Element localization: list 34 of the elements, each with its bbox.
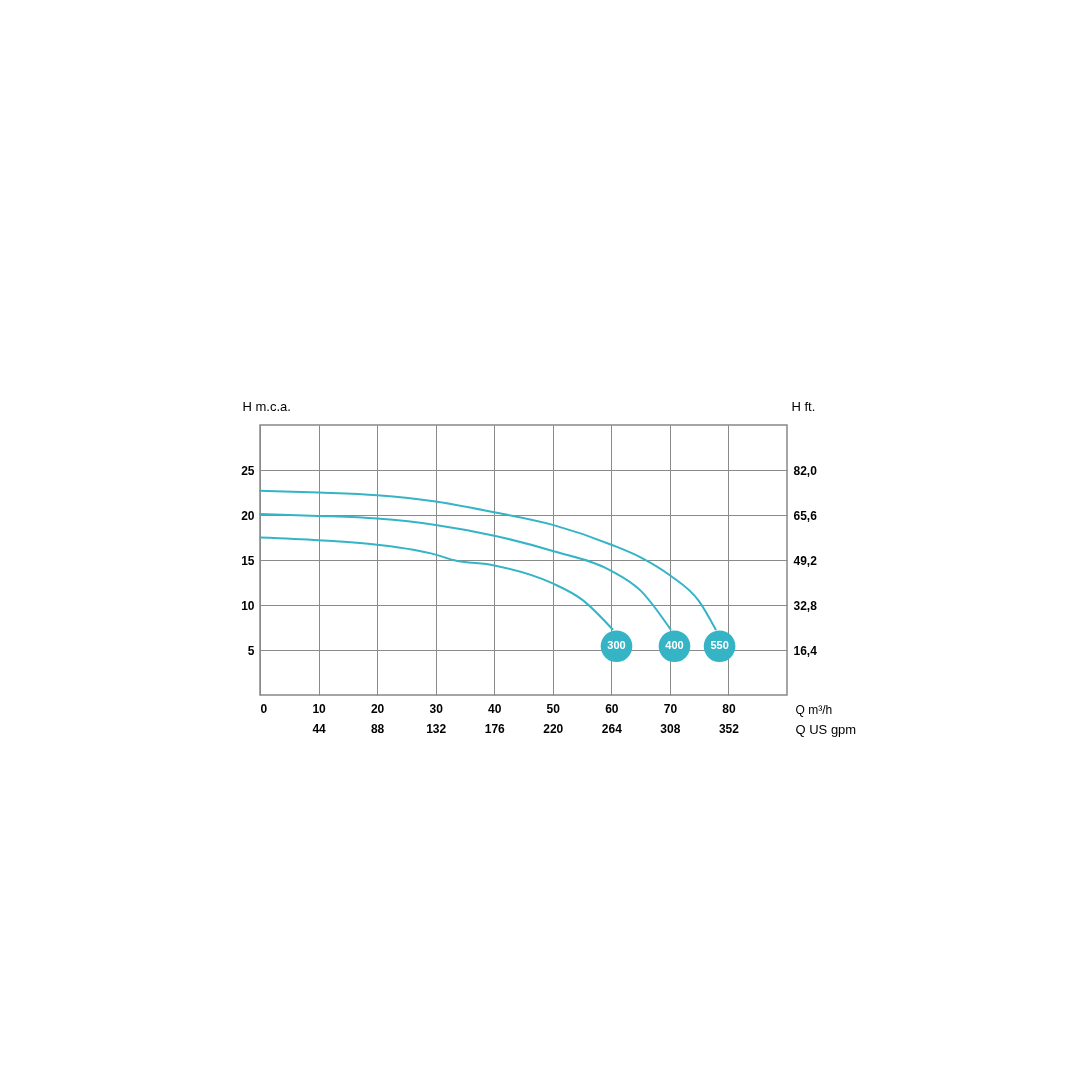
x2-tick-label: 264 [601,721,623,736]
x-tick-label: 50 [546,701,561,716]
x2-tick-label: 220 [543,721,564,736]
x-axis-title: Q m³/h [795,702,833,717]
y-tick-label: 20 [241,508,255,523]
x2-tick-label: 352 [718,721,740,736]
y2-tick-label: 65,6 [793,508,818,523]
y2-axis-title: H ft. [791,398,816,414]
x-tick-label: 20 [370,701,385,716]
y-tick-label: 15 [241,553,255,568]
x-tick-label: 40 [488,701,502,716]
x-tick-label: 70 [663,701,678,716]
x2-tick-label: 176 [484,721,506,736]
x2-axis-title: Q US gpm [795,721,857,737]
series-label: 550 [710,639,729,652]
x-tick-label: 10 [312,701,327,716]
y-tick-label: 10 [241,598,255,613]
y2-tick-label: 49,2 [793,553,818,568]
x-tick-label: 0 [260,701,268,716]
x2-tick-label: 132 [426,721,447,736]
y2-tick-label: 32,8 [793,598,818,613]
y2-tick-label: 82,0 [793,463,818,478]
x-tick-label: 60 [605,701,619,716]
y-axis-title: H m.c.a. [242,398,291,414]
series-label: 300 [607,639,626,652]
x-tick-label: 80 [722,701,736,716]
x-tick-label: 30 [429,701,444,716]
x2-tick-label: 44 [312,721,327,736]
y-tick-label: 5 [247,643,255,658]
series-label: 400 [665,639,684,652]
y2-tick-label: 16,4 [793,643,818,658]
x2-tick-label: 308 [660,721,681,736]
y-tick-label: 25 [241,463,255,478]
x2-tick-label: 88 [370,721,385,736]
